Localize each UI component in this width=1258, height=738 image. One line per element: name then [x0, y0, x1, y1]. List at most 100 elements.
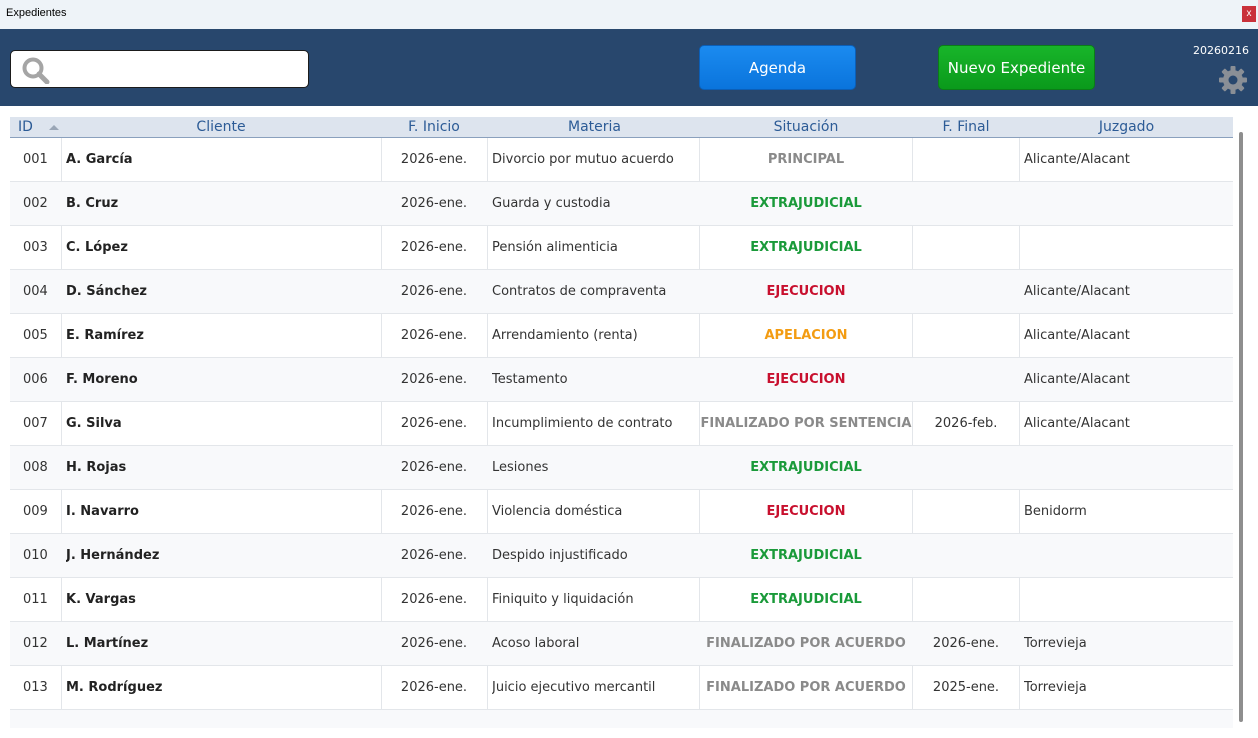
table-row[interactable]: 012 L. Martínez 2026-ene. Acoso laboral FINA… — [10, 622, 1233, 666]
cell-fecha-final — [913, 534, 1019, 578]
cell-cliente: K. Vargas — [66, 592, 136, 607]
close-button[interactable]: x — [1242, 6, 1256, 22]
cell-fecha-final — [913, 270, 1019, 314]
cell-cliente: M. Rodríguez — [66, 680, 163, 695]
cell-id: 001 — [23, 152, 48, 167]
table-row[interactable]: 013 M. Rodríguez 2026-ene. Juicio ejecutivo… — [10, 666, 1233, 710]
new-case-button[interactable]: Nuevo Expediente — [938, 45, 1095, 90]
table-row[interactable]: 010 J. Hernández 2026-ene. Despido injustif… — [10, 534, 1233, 578]
cell-id: 007 — [23, 416, 48, 431]
cell-cliente: A. García — [66, 152, 133, 167]
header-juzgado[interactable]: Juzgado — [1098, 119, 1155, 135]
toolbar: Agenda Nuevo Expediente 20260216 — [0, 29, 1258, 106]
cell-cliente: L. Martínez — [66, 636, 149, 651]
column-divider — [381, 138, 382, 728]
cell-fecha-final — [913, 226, 1019, 270]
column-divider — [699, 138, 700, 728]
cell-materia: Pensión alimenticia — [492, 240, 618, 255]
cell-fecha-inicio: 2026-ene. — [400, 636, 468, 651]
cell-materia: Contratos de compraventa — [492, 284, 667, 299]
table-row[interactable]: 007 G. Silva 2026-ene. Incumplimiento de co… — [10, 402, 1233, 446]
window-title: Expedientes — [6, 7, 67, 19]
cell-cliente: J. Hernández — [66, 548, 160, 563]
column-divider — [61, 138, 62, 728]
cell-situacion: FINALIZADO POR ACUERDO — [706, 680, 906, 695]
cell-materia: Arrendamiento (renta) — [492, 328, 638, 343]
table-row[interactable]: 006 F. Moreno 2026-ene. Testamento EJECUCION… — [10, 358, 1233, 402]
header-materia[interactable]: Materia — [568, 119, 621, 135]
header-fecha-inicio[interactable]: F. Inicio — [408, 119, 460, 135]
cell-fecha-inicio: 2026-ene. — [400, 504, 468, 519]
cell-fecha-inicio: 2026-ene. — [400, 196, 468, 211]
cell-juzgado: Alicante/Alacant — [1024, 416, 1130, 431]
cell-fecha-final — [913, 182, 1019, 226]
cell-fecha-final — [913, 446, 1019, 490]
table-row[interactable]: 003 C. López 2026-ene. Pensión alimenticia E… — [10, 226, 1233, 270]
cell-situacion: EJECUCION — [766, 372, 846, 387]
cell-materia: Lesiones — [492, 460, 549, 475]
cell-materia: Divorcio por mutuo acuerdo — [492, 152, 674, 167]
cell-cliente: C. López — [66, 240, 128, 255]
cell-cliente: I. Navarro — [66, 504, 139, 519]
cell-fecha-inicio: 2026-ene. — [400, 152, 468, 167]
gear-icon[interactable] — [1218, 65, 1248, 95]
cell-materia: Acoso laboral — [492, 636, 580, 651]
table-row[interactable]: 005 E. Ramírez 2026-ene. Arrendamiento (ren… — [10, 314, 1233, 358]
cell-fecha-final — [913, 578, 1019, 622]
cell-fecha-final: 2026-feb. — [934, 416, 998, 431]
column-divider — [912, 138, 913, 728]
cell-situacion: PRINCIPAL — [767, 152, 845, 167]
cell-juzgado — [1024, 578, 1229, 622]
cell-fecha-inicio: 2026-ene. — [400, 460, 468, 475]
cell-fecha-final — [913, 314, 1019, 358]
cell-fecha-inicio: 2026-ene. — [400, 680, 468, 695]
cell-situacion: APELACION — [764, 328, 848, 343]
header-cliente[interactable]: Cliente — [196, 119, 246, 135]
cell-materia: Violencia doméstica — [492, 504, 623, 519]
cell-juzgado: Torrevieja — [1024, 636, 1087, 651]
cell-situacion: EXTRAJUDICIAL — [750, 240, 862, 255]
header-fecha-final[interactable]: F. Final — [942, 119, 990, 135]
agenda-button[interactable]: Agenda — [699, 45, 856, 90]
table-row[interactable]: 001 A. García 2026-ene. Divorcio por mutuo … — [10, 138, 1233, 182]
cell-situacion: EXTRAJUDICIAL — [750, 196, 862, 211]
cell-cliente: H. Rojas — [66, 460, 127, 475]
cell-id: 006 — [23, 372, 48, 387]
cell-id: 004 — [23, 284, 48, 299]
cell-juzgado — [1024, 446, 1229, 490]
cell-materia: Testamento — [492, 372, 568, 387]
cell-situacion: EXTRAJUDICIAL — [750, 592, 862, 607]
search-input[interactable] — [59, 55, 299, 83]
table-row[interactable]: 009 I. Navarro 2026-ene. Violencia doméstic… — [10, 490, 1233, 534]
cell-id: 008 — [23, 460, 48, 475]
cell-fecha-final — [913, 490, 1019, 534]
table-row[interactable]: 008 H. Rojas 2026-ene. Lesiones EXTRAJUDICIA… — [10, 446, 1233, 490]
table-row[interactable] — [10, 710, 1233, 728]
header-id[interactable]: ID — [18, 119, 33, 135]
cell-juzgado: Alicante/Alacant — [1024, 372, 1130, 387]
cell-fecha-final — [913, 138, 1019, 182]
cell-situacion: FINALIZADO POR SENTENCIA — [700, 416, 912, 431]
column-divider — [1019, 138, 1020, 728]
search-box[interactable] — [10, 50, 309, 88]
cell-juzgado: Alicante/Alacant — [1024, 284, 1130, 299]
title-bar: Expedientes x — [0, 0, 1258, 29]
cell-materia: Despido injustificado — [492, 548, 628, 563]
table-row[interactable]: 002 B. Cruz 2026-ene. Guarda y custodia EXTR… — [10, 182, 1233, 226]
vertical-scrollbar[interactable] — [1239, 132, 1243, 722]
cell-fecha-final — [913, 358, 1019, 402]
cell-id: 012 — [23, 636, 48, 651]
cell-situacion: EXTRAJUDICIAL — [750, 460, 862, 475]
cell-fecha-inicio: 2026-ene. — [400, 328, 468, 343]
column-divider — [487, 138, 488, 728]
cell-cliente: B. Cruz — [66, 196, 119, 211]
cases-table: ID Cliente F. Inicio Materia Situación F… — [10, 117, 1249, 728]
cell-materia: Incumplimiento de contrato — [492, 416, 673, 431]
header-situacion[interactable]: Situación — [773, 119, 839, 135]
table-row[interactable]: 011 K. Vargas 2026-ene. Finiquito y liquida… — [10, 578, 1233, 622]
cell-juzgado — [1024, 182, 1229, 226]
table-row[interactable]: 004 D. Sánchez 2026-ene. Contratos de compr… — [10, 270, 1233, 314]
sort-ascending-icon — [49, 125, 59, 130]
cell-situacion: EJECUCION — [766, 284, 846, 299]
table-header: ID Cliente F. Inicio Materia Situación F… — [10, 117, 1233, 138]
